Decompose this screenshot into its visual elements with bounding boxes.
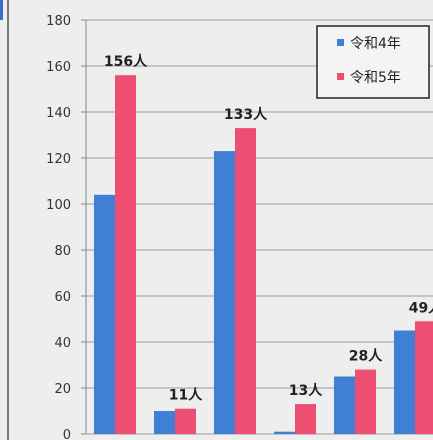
data-labels: 156人 11人 133人 13人 28人 49人: [104, 53, 433, 404]
left-edge-accent: [0, 0, 3, 20]
bars: [94, 75, 433, 434]
y-tick-label: 60: [54, 290, 71, 305]
bar-series-1-category-6: [394, 330, 415, 434]
bar-series-1-category-2: [154, 411, 175, 434]
bar-series-1-category-3: [214, 151, 235, 434]
bar-series-2-category-5: [355, 369, 376, 434]
y-tick-label: 140: [46, 106, 71, 121]
y-tick-label: 120: [46, 152, 71, 167]
data-label: 156人: [104, 53, 148, 70]
y-axis-ticks: 0 20 40 60 80 100 120 140 160 180: [46, 14, 86, 440]
y-tick-label: 20: [54, 382, 71, 397]
data-label: 133人: [224, 106, 268, 123]
bar-series-1-category-5: [334, 376, 355, 434]
bar-series-1-category-4: [274, 431, 295, 434]
data-label: 28人: [349, 348, 383, 365]
data-label: 13人: [289, 382, 323, 399]
legend-box: [316, 25, 430, 99]
bar-series-2-category-3: [235, 128, 256, 434]
y-tick-label: 100: [46, 198, 71, 213]
legend-swatch-reiwa4: [337, 39, 344, 46]
legend-label-reiwa5: 令和5年: [350, 70, 401, 86]
y-tick-label: 0: [63, 428, 71, 440]
data-label: 49人: [409, 299, 433, 316]
legend-label-reiwa4: 令和4年: [350, 36, 401, 52]
bar-series-2-category-6: [415, 321, 433, 434]
y-tick-label: 40: [54, 336, 71, 351]
y-tick-label: 160: [46, 60, 71, 75]
legend-swatch-reiwa5: [337, 73, 344, 80]
y-tick-label: 80: [54, 244, 71, 259]
bar-series-2-category-1: [115, 75, 136, 434]
legend: 令和4年 令和5年: [316, 25, 430, 99]
bar-series-1-category-1: [94, 194, 115, 434]
data-label: 11人: [169, 387, 203, 404]
bar-series-2-category-4: [295, 404, 316, 434]
bar-series-2-category-2: [175, 408, 196, 434]
y-tick-label: 180: [46, 14, 71, 29]
